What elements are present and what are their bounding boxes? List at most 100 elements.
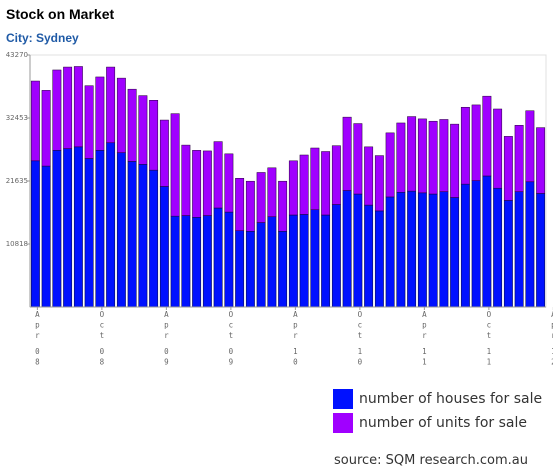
bar-houses <box>514 191 524 308</box>
bar-houses <box>385 196 395 308</box>
bar-units <box>331 145 341 205</box>
bar-houses <box>417 192 427 308</box>
bar-houses <box>353 193 363 308</box>
bar-units <box>396 122 406 193</box>
bar-houses <box>396 192 406 308</box>
bar-units <box>106 66 116 144</box>
y-tick-label: 32453 <box>6 114 28 122</box>
bar-houses <box>138 164 148 308</box>
bar-houses <box>331 204 341 308</box>
bar-houses <box>213 207 223 308</box>
bar-units <box>149 100 159 171</box>
chart-legend: number of houses for sale number of unit… <box>333 388 542 436</box>
bar-units <box>192 150 202 218</box>
bar-houses <box>482 175 492 308</box>
chart-subtitle: City: Sydney <box>6 31 79 45</box>
y-tick-label: 43270 <box>6 51 28 59</box>
bar-units <box>450 123 460 198</box>
bar-units <box>202 150 212 216</box>
bar-houses <box>116 152 126 308</box>
bar-houses <box>267 216 277 308</box>
bar-houses <box>73 146 83 308</box>
bar-houses <box>170 215 180 308</box>
bar-houses <box>106 142 116 308</box>
bar-units <box>127 88 137 162</box>
legend-swatch-houses <box>333 389 353 409</box>
bar-units <box>224 153 234 213</box>
y-tick-label: 10818 <box>6 240 28 248</box>
bar-units <box>170 113 180 217</box>
bar-houses <box>321 214 331 308</box>
chart-title: Stock on Market <box>6 6 115 22</box>
bar-units <box>503 136 513 201</box>
bar-houses <box>439 191 449 308</box>
bar-units <box>73 66 83 148</box>
bar-units <box>439 119 449 192</box>
bar-houses <box>278 231 288 308</box>
bar-units <box>256 172 266 223</box>
bar-houses <box>95 150 105 308</box>
bar-units <box>41 90 51 167</box>
bar-units <box>310 147 320 210</box>
stacked-bar-chart: 10818 21635 32453 43270 A p r 0 8 O c t 0 8 A p r 0 9 O c t 0 9… <box>6 51 553 367</box>
bar-units <box>245 180 255 232</box>
bar-houses <box>202 215 212 308</box>
bar-houses <box>503 200 513 308</box>
bar-houses <box>288 214 298 308</box>
bar-units <box>84 85 94 159</box>
bar-houses <box>181 215 191 308</box>
bar-houses <box>525 181 535 308</box>
bar-houses <box>428 193 438 308</box>
bar-houses <box>235 230 245 308</box>
legend-item-houses: number of houses for sale <box>333 388 542 410</box>
bar-units <box>493 108 503 189</box>
legend-item-units: number of units for sale <box>333 412 542 434</box>
bar-units <box>342 116 352 191</box>
legend-label-units: number of units for sale <box>359 415 527 431</box>
y-tick-label: 21635 <box>6 177 28 185</box>
bar-houses <box>460 183 470 308</box>
bar-units <box>30 80 40 162</box>
bar-houses <box>471 180 481 308</box>
bar-houses <box>127 161 137 308</box>
bar-units <box>482 95 492 177</box>
bar-houses <box>224 211 234 308</box>
bar-units <box>95 76 105 151</box>
bar-units <box>138 95 148 165</box>
bar-houses <box>159 186 169 308</box>
bar-units <box>278 180 288 232</box>
bar-houses <box>450 197 460 308</box>
bar-units <box>288 160 298 216</box>
bar-units <box>536 127 546 194</box>
legend-swatch-units <box>333 413 353 433</box>
bar-units <box>353 123 363 195</box>
bar-houses <box>536 193 546 308</box>
source-note: source: SQM research.com.au <box>334 453 528 468</box>
legend-label-houses: number of houses for sale <box>359 391 543 407</box>
bar-units <box>235 178 245 231</box>
bar-houses <box>245 231 255 308</box>
bar-houses <box>63 148 73 308</box>
bar-houses <box>299 214 309 308</box>
bar-houses <box>493 187 503 308</box>
bar-units <box>407 116 417 192</box>
bar-units <box>385 132 395 198</box>
bar-units <box>460 106 470 185</box>
bar-units <box>213 141 223 209</box>
bar-units <box>181 144 191 216</box>
bar-houses <box>84 158 94 308</box>
bar-houses <box>364 204 374 308</box>
bar-units <box>159 119 169 187</box>
bar-units <box>471 104 481 181</box>
bar-houses <box>52 150 62 308</box>
bar-houses <box>41 165 51 308</box>
bar-units <box>417 118 427 194</box>
bar-houses <box>310 209 320 308</box>
